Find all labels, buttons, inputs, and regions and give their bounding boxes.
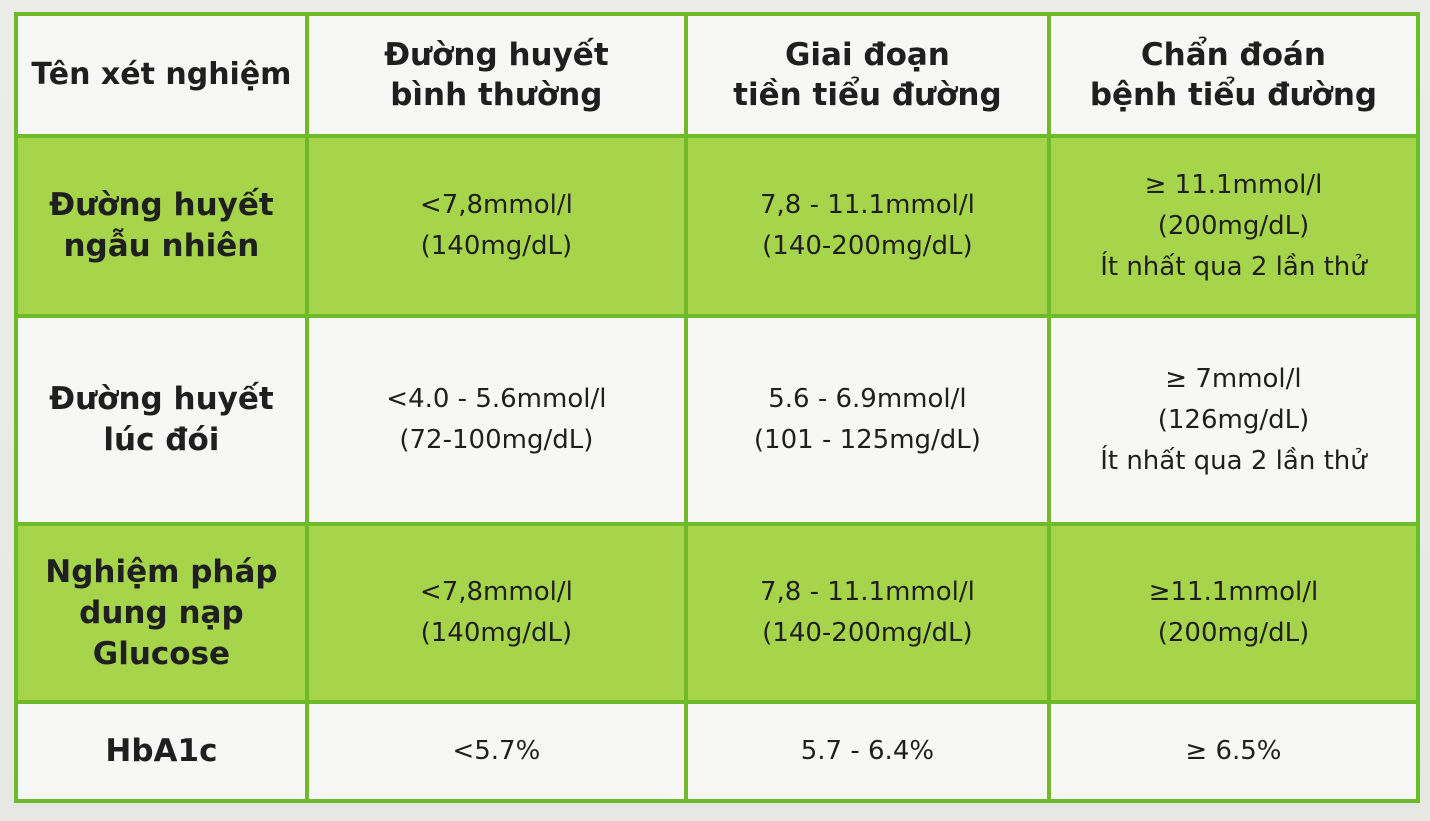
row-label-line: Đường huyết — [49, 187, 274, 224]
header-line: bệnh tiểu đường — [1089, 77, 1378, 114]
cell-line: <4.0 - 5.6mmol/l — [386, 384, 607, 415]
cell-line: (101 - 125mg/dL) — [753, 425, 981, 456]
cell-line: <7,8mmol/l — [419, 190, 573, 221]
cell-normal: <5.7% — [308, 704, 688, 799]
cell-normal: <7,8mmol/l (140mg/dL) — [308, 138, 688, 319]
cell-line: ≥11.1mmol/l — [1148, 577, 1319, 608]
row-label-line: dung nạp — [79, 594, 244, 631]
cell-line: 5.6 - 6.9mmol/l — [768, 384, 967, 415]
row-label: Nghiệm pháp dung nạp Glucose — [18, 526, 309, 704]
row-label-line: Nghiệm pháp — [45, 553, 278, 590]
cell-line: 5.7 - 6.4% — [800, 736, 935, 766]
header-prediabetes: Giai đoạn tiền tiểu đường — [687, 16, 1051, 139]
cell-prediabetes: 7,8 - 11.1mmol/l (140-200mg/dL) — [687, 526, 1051, 704]
cell-diabetes: ≥ 7mmol/l (126mg/dL) Ít nhất qua 2 lần t… — [1050, 318, 1416, 527]
table-row: Đường huyết ngẫu nhiên <7,8mmol/l (140mg… — [18, 138, 1416, 319]
cell-line: <5.7% — [452, 736, 541, 766]
cell-normal: <7,8mmol/l (140mg/dL) — [308, 526, 688, 704]
cell-diabetes: ≥ 11.1mmol/l (200mg/dL) Ít nhất qua 2 lầ… — [1050, 138, 1416, 319]
row-label-line: Glucose — [92, 635, 231, 672]
row-label-line: Đường huyết — [49, 381, 274, 418]
header-diabetes: Chẩn đoán bệnh tiểu đường — [1050, 16, 1416, 139]
header-line: bình thường — [390, 77, 603, 114]
row-label-line: HbA1c — [105, 733, 218, 769]
diabetes-criteria-table: Tên xét nghiệm Đường huyết bình thường G… — [14, 12, 1420, 803]
row-label: Đường huyết ngẫu nhiên — [18, 138, 309, 319]
cell-line: ≥ 7mmol/l — [1165, 363, 1302, 394]
cell-line: (140mg/dL) — [420, 618, 573, 649]
cell-diabetes: ≥11.1mmol/l (200mg/dL) — [1050, 526, 1416, 704]
cell-line: 7,8 - 11.1mmol/l — [759, 190, 975, 221]
table-row: HbA1c <5.7% 5.7 - 6.4% ≥ 6.5% — [18, 704, 1416, 799]
header-line: Giai đoạn — [784, 37, 950, 74]
cell-line: ≥ 11.1mmol/l — [1144, 169, 1323, 200]
cell-line: (140mg/dL) — [420, 231, 573, 262]
header-line: tiền tiểu đường — [733, 77, 1002, 114]
cell-line: Ít nhất qua 2 lần thử — [1100, 445, 1367, 476]
header-line: Tên xét nghiệm — [31, 57, 292, 93]
cell-prediabetes: 5.6 - 6.9mmol/l (101 - 125mg/dL) — [687, 318, 1051, 527]
row-label: HbA1c — [18, 704, 309, 799]
cell-line: (72-100mg/dL) — [399, 425, 594, 456]
table-row: Đường huyết lúc đói <4.0 - 5.6mmol/l (72… — [18, 318, 1416, 527]
header-line: Đường huyết — [384, 37, 609, 74]
cell-prediabetes: 7,8 - 11.1mmol/l (140-200mg/dL) — [687, 138, 1051, 319]
cell-line: Ít nhất qua 2 lần thử — [1100, 251, 1367, 282]
cell-line: (140-200mg/dL) — [762, 231, 973, 262]
row-label: Đường huyết lúc đói — [18, 318, 309, 527]
cell-normal: <4.0 - 5.6mmol/l (72-100mg/dL) — [308, 318, 688, 527]
row-label-line: ngẫu nhiên — [63, 228, 260, 265]
cell-line: <7,8mmol/l — [419, 577, 573, 608]
cell-prediabetes: 5.7 - 6.4% — [687, 704, 1051, 799]
cell-line: (140-200mg/dL) — [762, 618, 973, 649]
header-line: Chẩn đoán — [1140, 37, 1326, 74]
cell-line: 7,8 - 11.1mmol/l — [759, 577, 975, 608]
cell-line: (126mg/dL) — [1157, 404, 1310, 435]
cell-line: ≥ 6.5% — [1185, 736, 1282, 766]
header-test-name: Tên xét nghiệm — [18, 16, 309, 139]
table-row: Nghiệm pháp dung nạp Glucose <7,8mmol/l … — [18, 526, 1416, 704]
cell-line: (200mg/dL) — [1157, 618, 1310, 649]
row-label-line: lúc đói — [103, 422, 220, 459]
header-normal: Đường huyết bình thường — [308, 16, 688, 139]
cell-line: (200mg/dL) — [1157, 210, 1310, 241]
header-row: Tên xét nghiệm Đường huyết bình thường G… — [18, 16, 1416, 139]
cell-diabetes: ≥ 6.5% — [1050, 704, 1416, 799]
